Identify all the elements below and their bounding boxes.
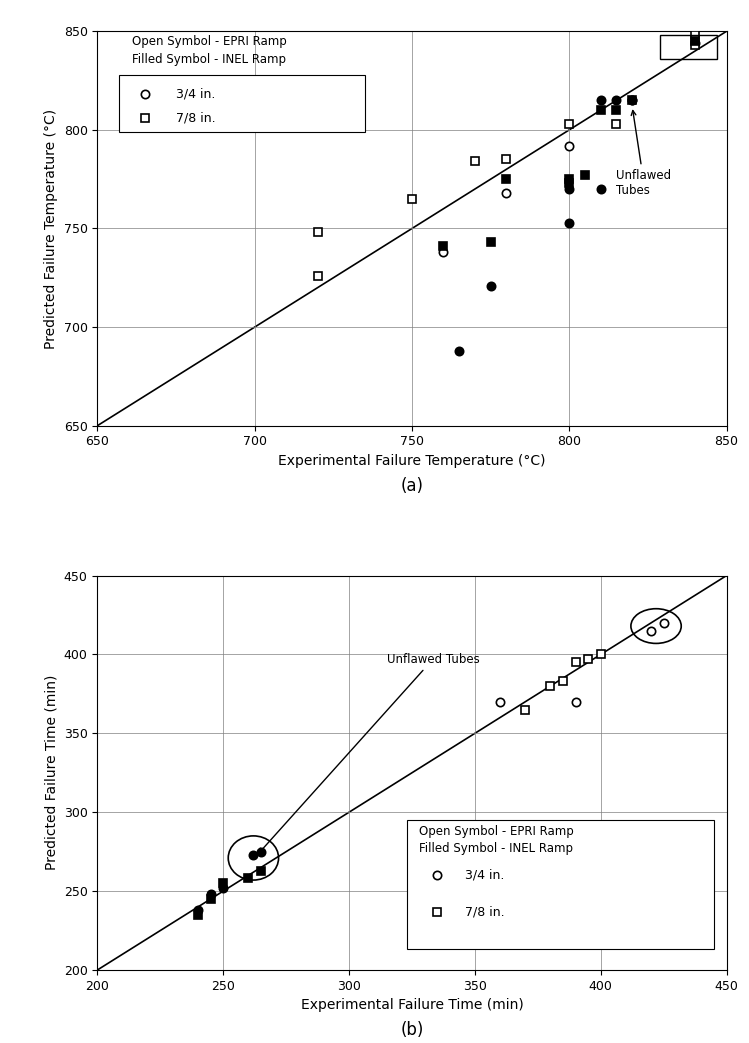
Text: Unflawed Tubes: Unflawed Tubes — [259, 653, 479, 853]
Y-axis label: Predicted Failure Time (min): Predicted Failure Time (min) — [44, 675, 58, 871]
X-axis label: Experimental Failure Time (min): Experimental Failure Time (min) — [300, 998, 524, 1013]
Text: Unflawed
Tubes: Unflawed Tubes — [616, 111, 672, 197]
Text: 7/8 in.: 7/8 in. — [176, 112, 216, 124]
X-axis label: Experimental Failure Temperature (°C): Experimental Failure Temperature (°C) — [278, 454, 546, 468]
Text: 3/4 in.: 3/4 in. — [465, 869, 504, 881]
Y-axis label: Predicted Failure Temperature (°C): Predicted Failure Temperature (°C) — [44, 108, 58, 348]
Text: 3/4 in.: 3/4 in. — [176, 88, 216, 101]
Text: (a): (a) — [401, 477, 423, 495]
Text: Filled Symbol - INEL Ramp: Filled Symbol - INEL Ramp — [419, 842, 574, 855]
Text: Open Symbol - EPRI Ramp: Open Symbol - EPRI Ramp — [419, 825, 574, 838]
Text: Filled Symbol - INEL Ramp: Filled Symbol - INEL Ramp — [132, 53, 286, 66]
Bar — [407, 820, 714, 949]
Bar — [119, 75, 365, 131]
Text: (b): (b) — [400, 1021, 424, 1039]
Text: Open Symbol - EPRI Ramp: Open Symbol - EPRI Ramp — [132, 35, 287, 48]
Text: 7/8 in.: 7/8 in. — [465, 905, 504, 918]
Bar — [661, 35, 717, 58]
